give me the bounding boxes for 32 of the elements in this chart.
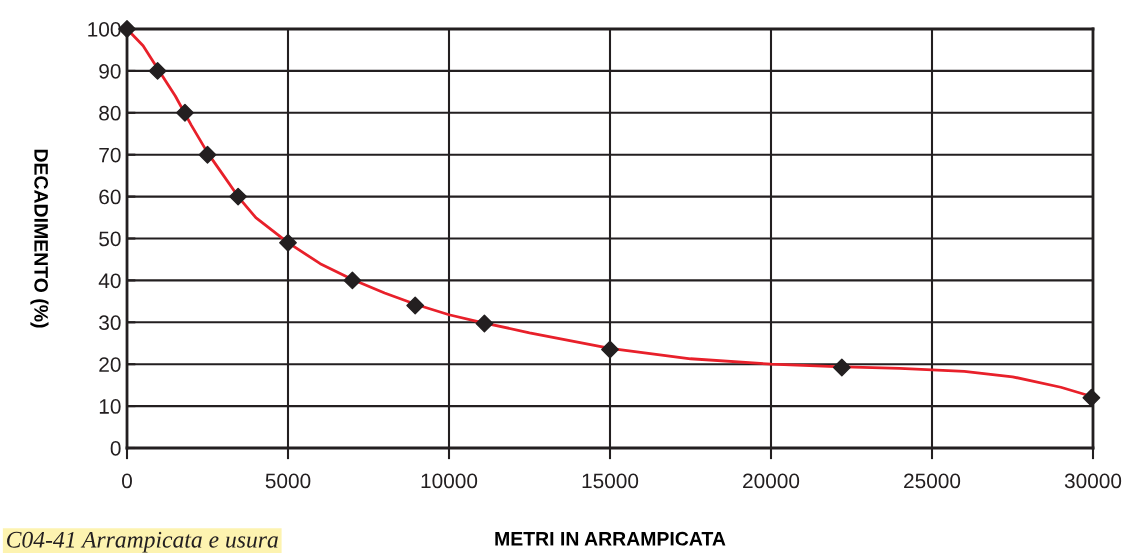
point bbox=[229, 187, 248, 206]
x-tick-label: 15000 bbox=[582, 473, 639, 489]
y-tick-label: 30 bbox=[99, 315, 121, 331]
point bbox=[176, 103, 194, 122]
y-tick-label: 20 bbox=[99, 357, 121, 372]
x-tick-label: 5000 bbox=[265, 473, 311, 489]
point bbox=[1082, 388, 1101, 407]
point bbox=[475, 314, 494, 333]
x-axis-title: METRI IN ARRAMPICATA bbox=[495, 531, 726, 546]
point bbox=[198, 145, 217, 164]
y-tick-label: 70 bbox=[99, 147, 121, 163]
text: C04-41 Arrampicata e usura bbox=[7, 531, 278, 553]
y-tick-label: 50 bbox=[99, 231, 121, 247]
y-axis-title: DECADIMENTO (%) bbox=[30, 149, 49, 328]
y-tick-label: 0 bbox=[110, 441, 121, 456]
point bbox=[601, 340, 619, 359]
point bbox=[832, 358, 851, 377]
x-tick-label: 25000 bbox=[904, 473, 961, 489]
x-tick-label: 10000 bbox=[421, 473, 478, 489]
y-tick-label: 40 bbox=[98, 273, 121, 289]
y-tick-label: 90 bbox=[99, 63, 121, 79]
point bbox=[406, 296, 425, 315]
x-tick-label: 0 bbox=[122, 473, 132, 489]
y-tick-label: 60 bbox=[99, 189, 121, 205]
point bbox=[279, 233, 297, 252]
x-tick-label: 20000 bbox=[743, 473, 800, 489]
point bbox=[148, 61, 167, 80]
y-tick-label: 10 bbox=[99, 399, 121, 414]
y-tick-label: 100 bbox=[88, 22, 121, 37]
y-tick-label: 80 bbox=[99, 105, 121, 121]
x-tick-label: 30000 bbox=[1064, 473, 1122, 489]
point bbox=[343, 271, 362, 290]
